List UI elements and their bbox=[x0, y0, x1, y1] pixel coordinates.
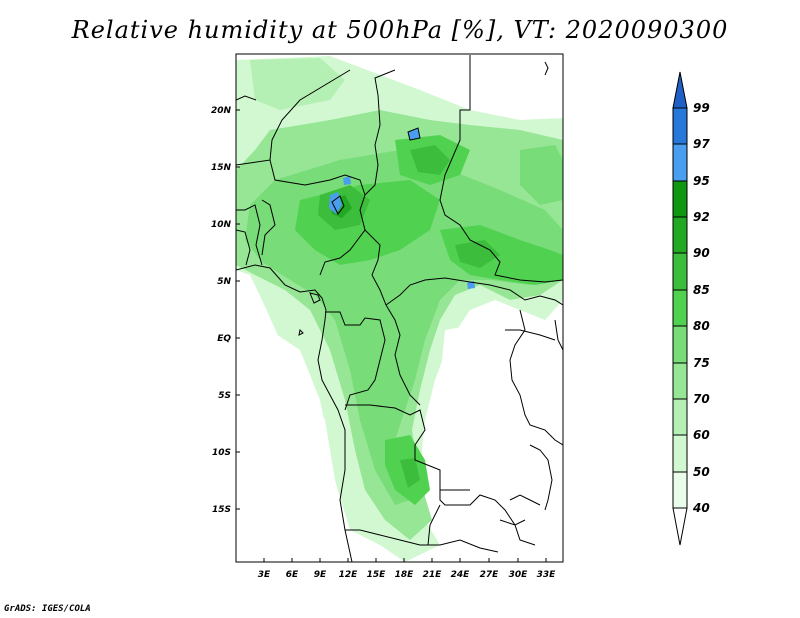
lon-tick-label: 21E bbox=[423, 570, 443, 580]
lat-tick-label: 5S bbox=[218, 391, 231, 401]
colorbar-segment-80-85 bbox=[672, 289, 688, 327]
colorbar-label: 90 bbox=[693, 246, 710, 260]
lat-tick-label: 5N bbox=[217, 277, 231, 287]
colorbar-segment-above-99 bbox=[672, 71, 688, 109]
lat-tick-label: 20N bbox=[211, 106, 232, 116]
map-title: Relative humidity at 500hPa [%], VT: 202… bbox=[71, 16, 729, 44]
lon-tick-label: 12E bbox=[339, 570, 359, 580]
grads-credit: GrADS: IGES/COLA bbox=[4, 604, 91, 614]
lon-tick-label: 15E bbox=[367, 570, 387, 580]
lon-tick-label: 6E bbox=[286, 570, 299, 580]
colorbar-label: 97 bbox=[693, 137, 710, 151]
colorbar-label: 85 bbox=[693, 283, 710, 297]
colorbar-label: 80 bbox=[693, 319, 710, 333]
lon-tick-label: 9E bbox=[314, 570, 327, 580]
lat-tick-label: 15S bbox=[212, 505, 231, 515]
colorbar-segment-50-60 bbox=[672, 434, 688, 473]
lat-tick-label: EQ bbox=[217, 334, 231, 344]
lat-tick-label: 10S bbox=[212, 448, 231, 458]
colorbar-segment-97-99 bbox=[672, 107, 688, 145]
longitude-axis: 3E 6E 9E 12E 15E 18E 21E 24E 27E 30E 33E bbox=[258, 570, 556, 580]
colorbar-segment-70-75 bbox=[672, 362, 688, 400]
latitude-axis: 20N 15N 10N 5N EQ 5S 10S 15S bbox=[211, 106, 232, 515]
lon-tick-label: 30E bbox=[509, 570, 529, 580]
colorbar-label: 60 bbox=[693, 428, 710, 442]
lat-tick-label: 15N bbox=[211, 163, 232, 173]
colorbar-labels: 99 97 95 92 90 85 80 75 70 60 50 40 bbox=[692, 101, 710, 515]
colorbar-segment-40-50 bbox=[672, 471, 688, 509]
colorbar-label: 40 bbox=[692, 501, 710, 515]
colorbar-segment-60-70 bbox=[672, 398, 688, 436]
colorbar-label: 75 bbox=[693, 356, 710, 370]
colorbar-label: 92 bbox=[693, 210, 710, 224]
lon-tick-label: 33E bbox=[537, 570, 557, 580]
colorbar-label: 70 bbox=[693, 392, 710, 406]
country-boundaries bbox=[236, 55, 563, 562]
colorbar-label: 99 bbox=[693, 101, 710, 115]
humidity-map: 20N 15N 10N 5N EQ 5S 10S 15S 3E 6E 9E bbox=[211, 53, 564, 580]
colorbar bbox=[672, 71, 688, 546]
lon-tick-label: 27E bbox=[480, 570, 500, 580]
colorbar-segment-below-40 bbox=[672, 507, 688, 546]
colorbar-segment-90-92 bbox=[672, 216, 688, 254]
colorbar-segment-85-90 bbox=[672, 252, 688, 291]
colorbar-segment-75-80 bbox=[672, 325, 688, 364]
lon-tick-label: 18E bbox=[395, 570, 415, 580]
lon-tick-label: 24E bbox=[451, 570, 471, 580]
lon-tick-label: 3E bbox=[258, 570, 271, 580]
colorbar-segment-95-97 bbox=[672, 143, 688, 182]
colorbar-label: 95 bbox=[693, 174, 710, 188]
colorbar-segment-92-95 bbox=[672, 180, 688, 218]
colorbar-label: 50 bbox=[693, 465, 710, 479]
lat-tick-label: 10N bbox=[211, 220, 232, 230]
map-frame bbox=[235, 53, 564, 563]
